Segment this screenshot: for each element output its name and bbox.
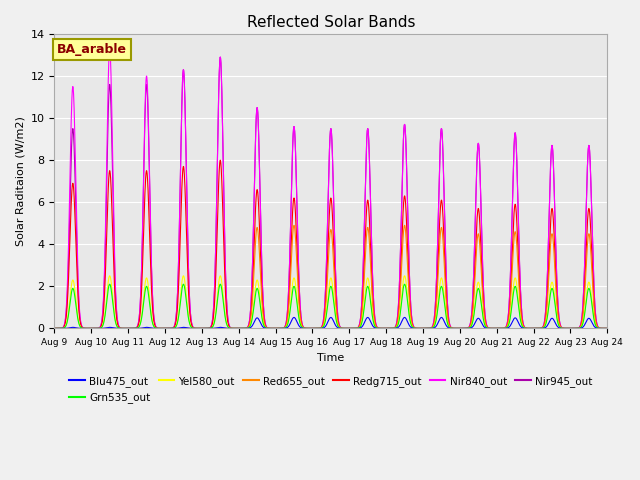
Nir840_out: [147, 220, 154, 226]
Grn535_out: [604, 325, 611, 331]
Nir945_out: [114, 318, 122, 324]
Line: Nir840_out: Nir840_out: [54, 48, 607, 328]
Redg715_out: [114, 321, 122, 326]
Line: Yel580_out: Yel580_out: [54, 276, 607, 328]
Yel580_out: [114, 324, 122, 330]
Yel580_out: [287, 300, 294, 306]
Redg715_out: [263, 324, 271, 330]
Grn535_out: [287, 304, 294, 310]
Line: Redg715_out: Redg715_out: [54, 160, 607, 328]
Nir945_out: [216, 54, 224, 60]
Legend: Blu475_out, Grn535_out, Yel580_out, Red655_out, Redg715_out, Nir840_out, Nir945_: Blu475_out, Grn535_out, Yel580_out, Red6…: [65, 372, 596, 407]
Text: BA_arable: BA_arable: [57, 43, 127, 56]
Nir945_out: [287, 223, 294, 228]
Nir945_out: [593, 320, 600, 325]
Blu475_out: [114, 325, 122, 331]
Yel580_out: [147, 304, 154, 310]
Grn535_out: [263, 325, 271, 331]
Grn535_out: [51, 325, 58, 331]
Redg715_out: [593, 322, 600, 327]
Yel580_out: [106, 273, 113, 279]
Redg715_out: [216, 157, 224, 163]
Nir840_out: [51, 325, 58, 331]
Red655_out: [533, 325, 541, 331]
Red655_out: [287, 277, 294, 283]
Red655_out: [604, 325, 611, 331]
Nir945_out: [51, 325, 58, 331]
Blu475_out: [262, 325, 270, 331]
Yel580_out: [593, 324, 600, 330]
Grn535_out: [114, 324, 122, 330]
Y-axis label: Solar Raditaion (W/m2): Solar Raditaion (W/m2): [15, 116, 25, 246]
Nir840_out: [287, 223, 294, 228]
Blu475_out: [287, 320, 294, 326]
Yel580_out: [533, 325, 541, 331]
Redg715_out: [51, 325, 58, 331]
Blu475_out: [604, 325, 611, 331]
Blu475_out: [438, 314, 445, 320]
Nir945_out: [263, 324, 271, 330]
Redg715_out: [147, 254, 154, 260]
Redg715_out: [533, 325, 541, 331]
Red655_out: [51, 325, 58, 331]
Yel580_out: [604, 325, 611, 331]
X-axis label: Time: Time: [317, 353, 344, 363]
Red655_out: [401, 223, 408, 228]
Blu475_out: [533, 325, 541, 331]
Grn535_out: [593, 324, 600, 330]
Nir840_out: [106, 46, 113, 51]
Nir945_out: [604, 325, 611, 331]
Redg715_out: [287, 259, 294, 265]
Nir840_out: [593, 320, 600, 325]
Line: Grn535_out: Grn535_out: [54, 284, 607, 328]
Line: Blu475_out: Blu475_out: [54, 317, 607, 328]
Blu475_out: [147, 325, 154, 331]
Nir840_out: [114, 318, 122, 324]
Nir840_out: [263, 324, 271, 330]
Blu475_out: [51, 325, 58, 331]
Line: Nir945_out: Nir945_out: [54, 57, 607, 328]
Nir840_out: [604, 325, 611, 331]
Yel580_out: [51, 325, 58, 331]
Yel580_out: [263, 325, 271, 331]
Redg715_out: [604, 325, 611, 331]
Nir945_out: [147, 216, 154, 221]
Line: Red655_out: Red655_out: [54, 226, 607, 328]
Red655_out: [147, 325, 154, 331]
Red655_out: [114, 325, 122, 331]
Red655_out: [593, 323, 600, 328]
Blu475_out: [593, 325, 600, 331]
Grn535_out: [533, 325, 541, 331]
Nir945_out: [533, 325, 541, 331]
Grn535_out: [147, 308, 154, 314]
Title: Reflected Solar Bands: Reflected Solar Bands: [246, 15, 415, 30]
Grn535_out: [106, 281, 113, 287]
Red655_out: [262, 325, 270, 331]
Nir840_out: [533, 325, 541, 331]
